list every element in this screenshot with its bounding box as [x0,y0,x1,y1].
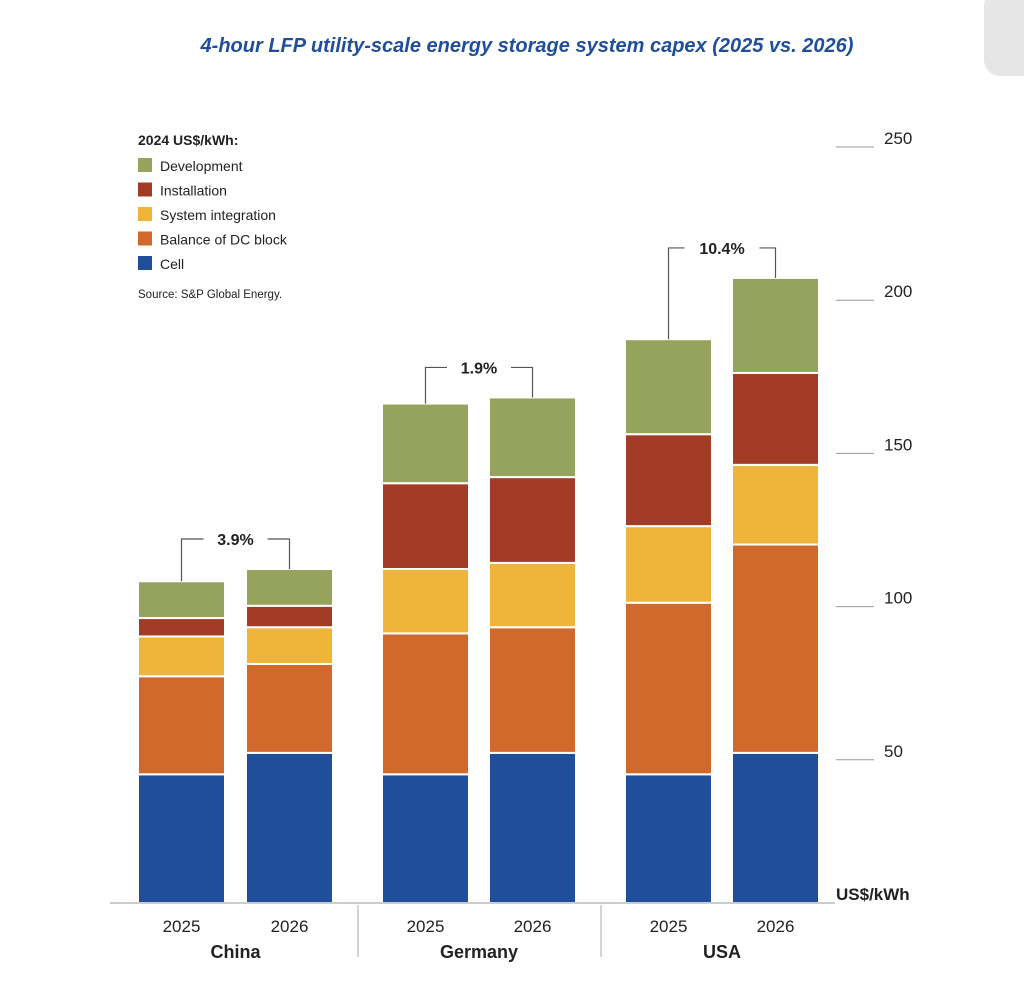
legend-swatch-installation [138,182,152,197]
x-tick-label: 2026 [514,917,552,936]
bar-segment-balance-of-dc-block [137,675,226,776]
bar-segment-installation [245,604,334,629]
y-axis-label: US$/kWh [836,885,910,904]
bar-segment-installation [137,617,226,638]
x-tick-label: 2026 [757,917,795,936]
bar-segment-development [624,338,713,436]
group-label-germany: Germany [440,942,518,962]
bar-segment-balance-of-dc-block [731,543,820,754]
bracket-line [424,366,447,404]
bracket-line [267,538,291,570]
bracket-line [180,538,204,582]
bar-segment-cell [624,773,713,905]
legend: 2024 US$/kWh: Development Installation Sys… [138,132,288,301]
x-tick-label: 2025 [163,917,201,936]
legend-swatch-development [138,158,152,172]
legend-swatch-cell [138,256,152,270]
bar-segment-system-integration [137,635,226,678]
bar-segment-balance-of-dc-block [245,663,334,754]
legend-label-cell: Cell [160,256,184,272]
bar-segment-cell [381,773,470,905]
bracket-line [667,247,685,340]
change-label: 3.9% [217,532,253,549]
bar-segment-cell [245,751,334,905]
bar-segment-development [381,402,470,485]
bar-segment-development [731,276,820,374]
change-label: 10.4% [699,241,744,258]
legend-label-system-integration: System integration [160,207,276,223]
bar-segment-system-integration [624,525,713,604]
bar-segment-system-integration [731,463,820,546]
bracket-line [511,366,534,398]
x-axis: 2025 2026 2025 2026 2025 2026 China Germany USA [163,905,795,962]
group-label-usa: USA [703,942,741,962]
group-label-china: China [210,942,261,962]
bar-stack [245,568,334,905]
change-brackets: 3.9% 1.9% 10.4% [180,241,777,582]
legend-unit-label: 2024 US$/kWh: [138,132,238,148]
bar-segment-development [245,568,334,607]
bar-stack [624,338,713,905]
legend-swatch-balance-of-dc-block [138,231,152,246]
y-tick-label: 50 [884,742,903,761]
bar-segment-balance-of-dc-block [624,601,713,776]
x-tick-label: 2026 [271,917,309,936]
legend-label-development: Development [160,158,243,174]
bar-segment-cell [137,773,226,905]
window-corner-tab [984,0,1024,76]
bar-segment-installation [381,482,470,571]
legend-label-installation: Installation [160,183,227,199]
bar-segment-installation [731,371,820,466]
change-label: 1.9% [461,360,497,377]
bar-stack [488,396,577,905]
bar-segment-installation [624,433,713,528]
y-axis: 50 100 150 200 250 [836,129,912,761]
bar-segment-system-integration [381,568,470,635]
bar-segment-system-integration [245,626,334,666]
bar-stack [137,580,226,905]
legend-swatch-system-integration [138,207,152,221]
y-tick-label: 150 [884,435,912,454]
y-tick-label: 250 [884,129,912,148]
y-tick-label: 200 [884,282,912,301]
source-note: Source: S&P Global Energy. [138,289,282,301]
bar-stack [381,402,470,905]
x-tick-label: 2025 [650,917,688,936]
bracket-line [759,247,777,278]
x-tick-label: 2025 [407,917,445,936]
bar-segment-balance-of-dc-block [488,626,577,754]
chart-title: 4-hour LFP utility-scale energy storage … [200,35,854,57]
bar-stack [731,276,820,905]
bar-segment-cell [731,751,820,905]
bar-segment-system-integration [488,561,577,629]
bar-segment-balance-of-dc-block [381,632,470,776]
bar-segment-development [488,396,577,479]
bars [137,276,820,905]
bar-segment-development [137,580,226,620]
y-tick-label: 100 [884,589,912,608]
bar-segment-installation [488,476,577,564]
bar-segment-cell [488,751,577,905]
legend-label-balance-of-dc-block: Balance of DC block [160,232,288,248]
